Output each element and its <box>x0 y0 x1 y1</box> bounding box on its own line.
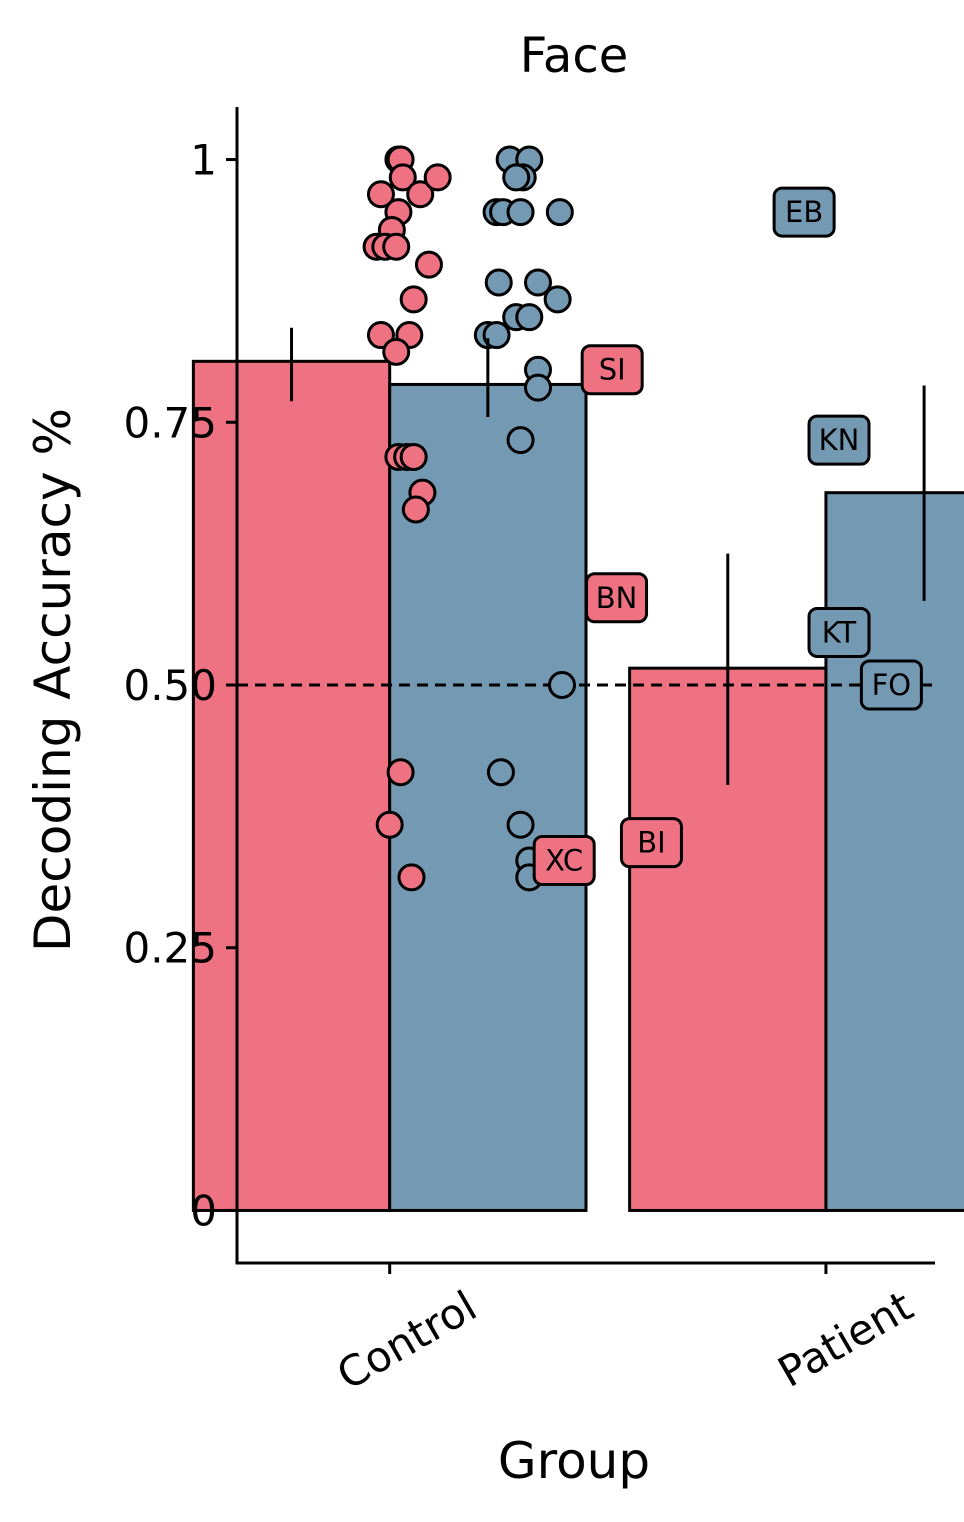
patient-label-box <box>585 572 649 624</box>
y-tick-label: 0.50 <box>123 661 217 710</box>
control-point-blue-16 <box>524 373 553 402</box>
control-point-red-2 <box>388 163 417 192</box>
patient-label-bi: BI <box>619 817 683 869</box>
patient-label-box <box>807 414 871 466</box>
control-point-red-20 <box>401 495 430 524</box>
bar-patient-blue <box>824 491 964 1212</box>
control-point-red-21 <box>386 758 415 787</box>
control-point-blue-20 <box>506 810 535 839</box>
patient-label-text: FO <box>872 668 912 702</box>
control-point-red-11 <box>414 250 443 279</box>
control-point-blue-3 <box>502 163 531 192</box>
y-tick-label: 1 <box>190 136 217 185</box>
patient-label-si: SI <box>580 344 644 396</box>
patient-label-text: KT <box>822 615 857 649</box>
patient-label-text: BN <box>596 581 638 615</box>
control-point-blue-17 <box>506 426 535 455</box>
patient-label-text: BI <box>637 826 665 860</box>
control-point-red-12 <box>399 285 428 314</box>
y-tick-label: 0.75 <box>123 398 217 447</box>
control-point-red-3 <box>366 180 395 209</box>
x-tick-label-control: Control <box>329 1281 485 1399</box>
y-tick-label: 0 <box>190 1186 217 1235</box>
control-point-blue-10 <box>543 285 572 314</box>
patient-label-kn: KN <box>807 414 871 466</box>
x-axis-label: Group <box>498 1432 650 1490</box>
control-point-red-18 <box>399 442 428 471</box>
control-point-blue-18 <box>548 671 577 699</box>
patient-label-box <box>532 835 596 887</box>
plot-area: SI BN BI XC EB KN KT FO 0 0.25 0.50 0.75 1 Control Pat… <box>123 107 964 1400</box>
patient-label-text: EB <box>785 195 823 229</box>
chart-title: Face <box>520 28 629 84</box>
bar-control-blue <box>388 382 588 1212</box>
control-point-red-22 <box>375 810 404 839</box>
control-point-blue-7 <box>545 198 574 227</box>
patient-label-eb: EB <box>772 186 836 238</box>
patient-label-box <box>772 186 836 238</box>
x-tick-label-patient: Patient <box>770 1281 921 1397</box>
control-point-blue-6 <box>506 198 535 227</box>
y-tick-label: 0.25 <box>123 924 217 973</box>
control-point-red-10 <box>382 232 411 261</box>
control-point-red-5 <box>423 163 452 192</box>
control-point-blue-9 <box>524 268 553 297</box>
patient-label-kt: KT <box>807 606 871 658</box>
control-point-blue-19 <box>486 758 515 787</box>
patient-label-text: KN <box>819 423 860 457</box>
y-axis-label: Decoding Accuracy % <box>24 408 82 952</box>
bar-control-red <box>191 359 392 1212</box>
control-point-red-23 <box>397 863 426 892</box>
control-point-red-15 <box>382 337 411 366</box>
patient-label-box <box>859 659 923 711</box>
patient-label-box <box>807 606 871 658</box>
patient-label-xc: XC <box>532 835 596 887</box>
patient-label-text: XC <box>545 844 583 878</box>
control-point-blue-8 <box>484 268 513 297</box>
control-point-blue-14 <box>482 321 511 350</box>
patient-label-fo: FO <box>859 659 923 711</box>
patient-label-bn: BN <box>585 572 649 624</box>
control-point-red-4 <box>406 180 435 209</box>
control-point-blue-12 <box>515 303 544 332</box>
patient-label-text: SI <box>599 353 626 387</box>
patient-label-box <box>580 344 644 396</box>
patient-label-box <box>619 817 683 869</box>
